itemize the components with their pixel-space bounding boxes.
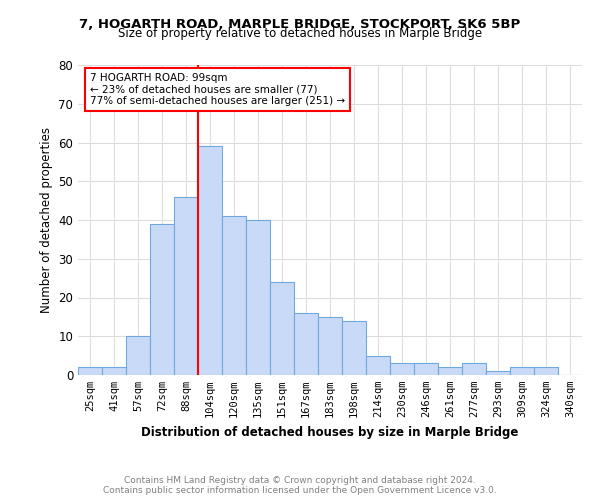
Bar (366, 356, 390, 375)
Bar (198, 146, 222, 375)
Bar (102, 367, 126, 375)
Bar (462, 364, 486, 375)
Y-axis label: Number of detached properties: Number of detached properties (40, 127, 53, 313)
Bar (390, 364, 414, 375)
Bar (414, 364, 438, 375)
Bar (534, 367, 558, 375)
Bar (174, 196, 198, 375)
Bar (222, 216, 246, 375)
Bar (510, 367, 534, 375)
Bar (126, 336, 150, 375)
Bar (270, 282, 294, 375)
Bar (294, 313, 318, 375)
X-axis label: Distribution of detached houses by size in Marple Bridge: Distribution of detached houses by size … (142, 426, 518, 438)
Bar (486, 371, 510, 375)
Text: 7 HOGARTH ROAD: 99sqm
← 23% of detached houses are smaller (77)
77% of semi-deta: 7 HOGARTH ROAD: 99sqm ← 23% of detached … (90, 72, 345, 106)
Bar (342, 321, 366, 375)
Text: Size of property relative to detached houses in Marple Bridge: Size of property relative to detached ho… (118, 28, 482, 40)
Bar (438, 367, 462, 375)
Bar (150, 224, 174, 375)
Text: 7, HOGARTH ROAD, MARPLE BRIDGE, STOCKPORT, SK6 5BP: 7, HOGARTH ROAD, MARPLE BRIDGE, STOCKPOR… (79, 18, 521, 30)
Bar (318, 317, 342, 375)
Text: Contains HM Land Registry data © Crown copyright and database right 2024.
Contai: Contains HM Land Registry data © Crown c… (103, 476, 497, 495)
Bar (78, 367, 102, 375)
Bar (246, 220, 270, 375)
